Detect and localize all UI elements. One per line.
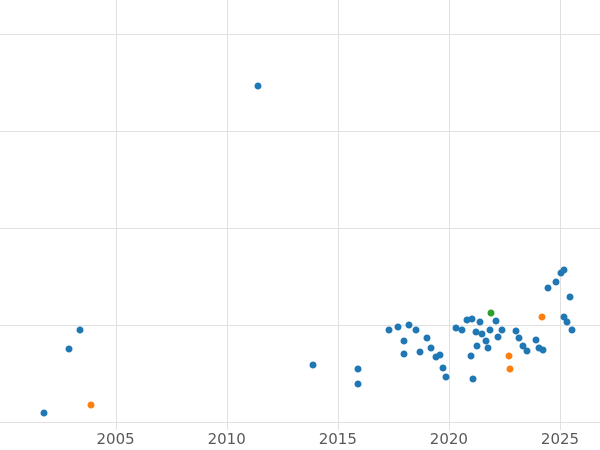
- data-point-series-blue: [65, 345, 73, 353]
- data-point-series-blue: [535, 344, 543, 351]
- data-point-series-blue: [568, 326, 576, 334]
- data-point-series-blue: [467, 352, 475, 360]
- data-point-series-blue: [472, 328, 480, 336]
- data-point-series-blue: [76, 326, 84, 334]
- data-point-series-blue: [557, 269, 565, 277]
- x-tick-label: 2010: [207, 430, 246, 448]
- data-point-series-green: [487, 309, 495, 317]
- data-point-series-orange: [87, 401, 95, 409]
- data-point-series-blue: [560, 266, 568, 274]
- y-gridline: [0, 131, 600, 132]
- data-point-series-blue: [512, 327, 520, 335]
- data-point-series-blue: [469, 375, 477, 383]
- data-point-series-orange: [538, 313, 546, 321]
- x-axis: 2005 2010 2015 2020 2025: [0, 428, 600, 450]
- data-point-series-blue: [560, 313, 568, 321]
- x-tick-label: 2025: [540, 430, 580, 448]
- data-point-series-blue: [492, 317, 500, 325]
- plot-area: [0, 0, 600, 430]
- data-point-series-blue: [458, 326, 466, 334]
- y-gridline: [0, 34, 600, 35]
- data-point-series-blue: [544, 284, 552, 292]
- data-point-series-blue: [452, 324, 460, 332]
- data-point-series-blue: [394, 323, 402, 331]
- data-point-series-blue: [498, 326, 506, 334]
- y-gridline: [0, 325, 600, 327]
- data-point-series-blue: [309, 361, 317, 369]
- data-point-series-blue: [482, 337, 490, 345]
- data-point-series-blue: [484, 344, 492, 351]
- data-point-series-blue: [254, 82, 262, 90]
- x-gridline: [226, 0, 228, 430]
- data-point-series-blue: [427, 344, 435, 351]
- data-point-series-blue: [439, 364, 447, 372]
- data-point-series-blue: [354, 365, 362, 373]
- data-point-series-blue: [405, 321, 413, 329]
- data-point-series-blue: [40, 409, 48, 416]
- data-point-series-blue: [412, 326, 420, 334]
- data-point-series-blue: [519, 342, 527, 350]
- data-point-series-blue: [494, 333, 502, 341]
- data-point-series-blue: [423, 334, 431, 342]
- x-tick-label: 2020: [429, 430, 468, 448]
- data-point-series-blue: [539, 346, 547, 354]
- x-gridline: [448, 0, 450, 430]
- x-gridline: [560, 0, 561, 430]
- data-point-series-blue: [515, 334, 523, 342]
- data-point-series-blue: [478, 330, 486, 338]
- data-point-series-blue: [523, 347, 531, 355]
- x-tick-label: 2015: [318, 430, 357, 448]
- data-point-series-blue: [532, 336, 540, 344]
- data-point-series-blue: [468, 315, 476, 323]
- x-gridline: [115, 0, 117, 430]
- data-point-series-orange: [505, 352, 513, 360]
- data-point-series-blue: [385, 326, 393, 334]
- data-point-series-blue: [473, 342, 481, 350]
- data-point-series-blue: [476, 318, 484, 326]
- x-tick-label: 2005: [96, 430, 135, 448]
- y-gridline: [0, 422, 600, 424]
- data-point-series-blue: [442, 373, 450, 381]
- data-point-series-blue: [400, 337, 408, 345]
- data-point-series-orange: [506, 365, 514, 373]
- data-point-series-blue: [563, 318, 571, 326]
- data-point-series-blue: [566, 293, 574, 301]
- x-gridline: [337, 0, 339, 430]
- data-point-series-blue: [552, 278, 560, 285]
- data-point-series-blue: [400, 350, 408, 358]
- data-point-series-blue: [354, 380, 362, 388]
- data-point-series-blue: [486, 326, 494, 334]
- y-gridline: [0, 228, 600, 230]
- data-point-series-blue: [436, 351, 444, 359]
- data-point-series-blue: [416, 348, 424, 356]
- data-point-series-blue: [463, 316, 471, 324]
- data-point-series-blue: [432, 353, 440, 361]
